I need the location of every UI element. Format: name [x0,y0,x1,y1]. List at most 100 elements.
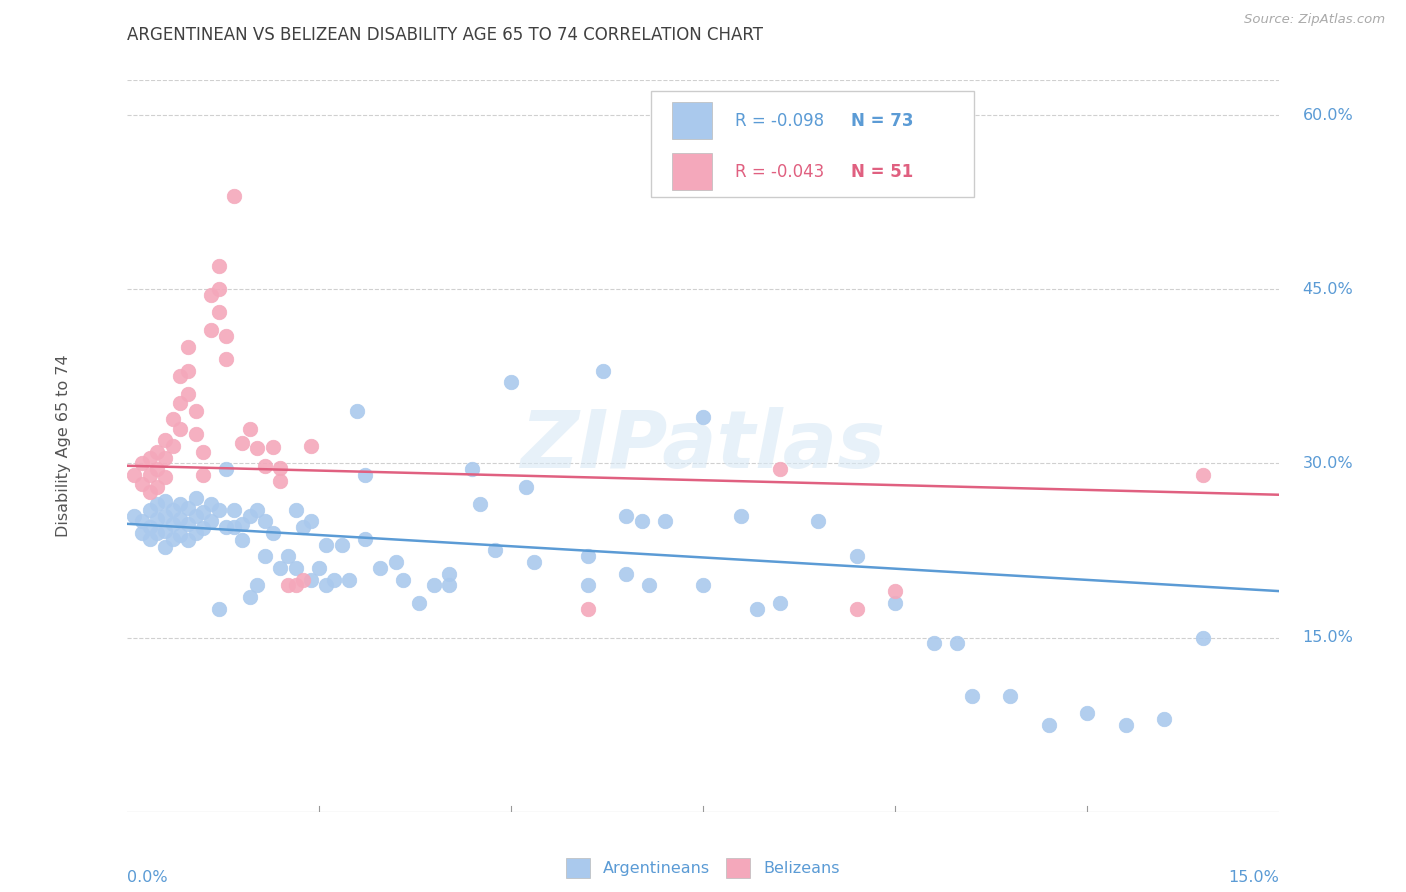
Point [193,468,215,483]
Point [439,578,461,592]
Point [408,596,430,610]
Text: 15.0%: 15.0% [1302,630,1354,645]
Point [269,561,291,575]
Point [692,578,714,592]
Point [138,450,160,465]
Point [177,340,200,354]
Point [153,433,176,447]
Text: 0.0%: 0.0% [127,870,167,885]
Point [299,439,322,453]
Point [299,573,322,587]
Point [269,474,291,488]
Point [284,561,307,575]
Point [392,573,415,587]
Point [146,445,169,459]
Point [131,457,153,471]
Point [484,543,506,558]
Point [177,386,200,401]
Point [592,363,614,377]
Text: 60.0%: 60.0% [1302,108,1353,122]
Point [215,520,238,534]
Point [630,515,652,529]
Point [162,516,184,531]
Point [423,578,446,592]
Point [184,427,207,442]
Point [231,516,253,531]
Point [193,445,215,459]
Point [215,351,238,366]
Point [238,590,260,604]
Point [614,508,637,523]
Point [200,323,222,337]
Text: N = 51: N = 51 [851,162,912,181]
Point [346,404,368,418]
Point [131,526,153,541]
Text: Disability Age 65 to 74: Disability Age 65 to 74 [56,355,70,537]
Point [315,538,337,552]
Text: 30.0%: 30.0% [1302,456,1353,471]
Point [162,503,184,517]
Point [292,573,315,587]
Text: 45.0%: 45.0% [1302,282,1353,297]
Point [184,404,207,418]
Point [169,421,191,435]
Point [208,503,231,517]
Text: ZIPatlas: ZIPatlas [520,407,886,485]
Point [193,505,215,519]
Point [153,540,176,554]
Point [177,516,200,531]
Point [769,462,792,476]
Point [153,450,176,465]
Point [208,259,231,273]
Point [177,500,200,515]
Point [224,503,246,517]
Point [262,526,284,541]
Point [845,601,868,615]
Point [169,369,191,384]
Point [146,480,169,494]
Point [215,462,238,476]
Text: N = 73: N = 73 [851,112,912,129]
Point [122,508,145,523]
Point [277,549,299,564]
Point [146,512,169,526]
Point [253,515,276,529]
Point [138,520,160,534]
Point [523,555,546,569]
Point [153,470,176,484]
Point [162,532,184,546]
Point [138,468,160,483]
Point [208,601,231,615]
Point [138,503,160,517]
Point [184,508,207,523]
Point [922,636,945,650]
Point [614,566,637,581]
Point [253,458,276,473]
Point [184,491,207,506]
Point [231,435,253,450]
Point [138,532,160,546]
Point [368,561,391,575]
Point [208,282,231,296]
Point [884,584,907,599]
Legend: Argentineans, Belizeans: Argentineans, Belizeans [560,852,846,884]
Point [807,515,830,529]
Point [439,566,461,581]
Point [193,521,215,535]
Point [1191,631,1213,645]
Point [215,328,238,343]
Point [461,462,484,476]
Point [1038,717,1060,731]
Point [353,532,375,546]
Point [339,573,361,587]
Point [292,520,315,534]
Text: R = -0.098: R = -0.098 [735,112,824,129]
Point [224,520,246,534]
Point [323,573,346,587]
Point [122,468,145,483]
Point [146,526,169,541]
Point [238,421,260,435]
Point [1115,717,1137,731]
Point [262,440,284,454]
Point [177,533,200,547]
